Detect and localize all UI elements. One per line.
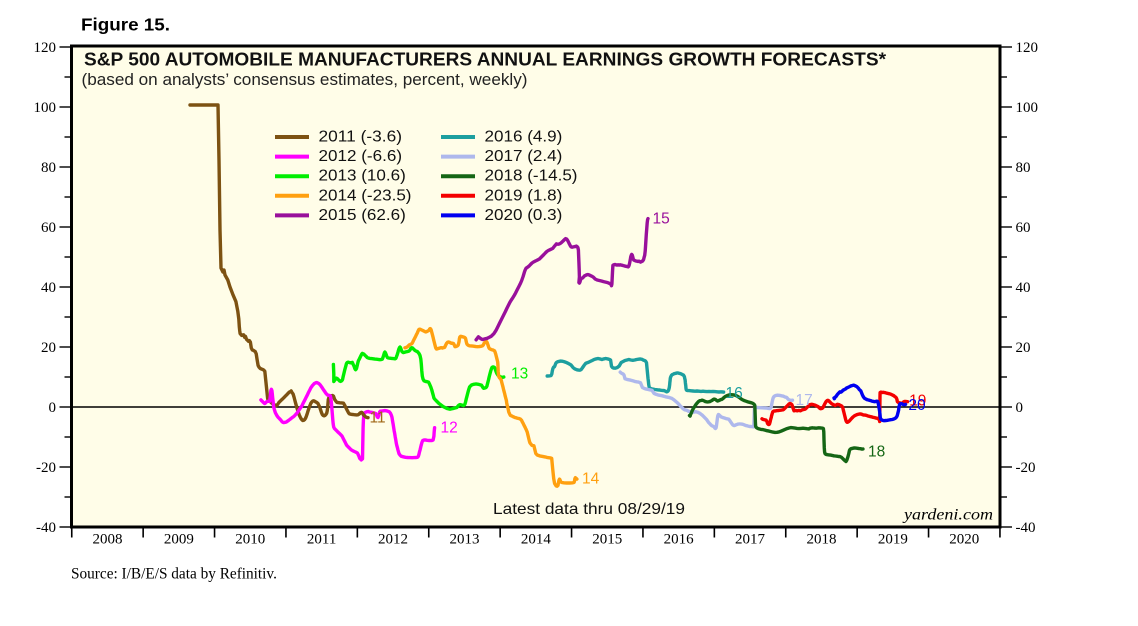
svg-text:2013: 2013 <box>449 532 479 548</box>
svg-text:2010: 2010 <box>235 532 265 548</box>
svg-text:-40: -40 <box>36 520 56 536</box>
svg-text:0: 0 <box>49 400 57 416</box>
svg-text:60: 60 <box>1016 220 1031 236</box>
svg-text:13: 13 <box>511 365 528 382</box>
svg-text:2017: 2017 <box>735 532 766 548</box>
svg-text:2018: 2018 <box>806 532 836 548</box>
svg-text:20: 20 <box>1016 340 1031 356</box>
svg-text:11: 11 <box>370 410 386 427</box>
svg-text:60: 60 <box>41 220 56 236</box>
svg-text:0: 0 <box>1016 400 1024 416</box>
svg-text:20: 20 <box>41 340 56 356</box>
svg-text:2012: 2012 <box>378 532 408 548</box>
svg-text:yardeni.com: yardeni.com <box>902 507 993 524</box>
svg-text:2013 (10.6): 2013 (10.6) <box>319 168 406 185</box>
svg-text:Latest data thru 08/29/19: Latest data thru 08/29/19 <box>493 501 685 518</box>
svg-text:Figure 15.: Figure 15. <box>81 15 170 35</box>
svg-text:-20: -20 <box>1016 460 1036 476</box>
svg-text:80: 80 <box>1016 160 1031 176</box>
svg-text:2015: 2015 <box>592 532 622 548</box>
svg-text:(based on analysts’ consensus: (based on analysts’ consensus estimates,… <box>82 71 528 89</box>
svg-text:2014: 2014 <box>521 532 552 548</box>
svg-text:120: 120 <box>1016 40 1039 56</box>
svg-text:-20: -20 <box>36 460 56 476</box>
svg-text:12: 12 <box>441 419 458 436</box>
svg-text:2017 (2.4): 2017 (2.4) <box>485 148 563 165</box>
svg-text:S&P 500 AUTOMOBILE MANUFACTURE: S&P 500 AUTOMOBILE MANUFACTURERS ANNUAL … <box>84 49 886 69</box>
svg-text:40: 40 <box>41 280 56 296</box>
svg-text:2016: 2016 <box>664 532 695 548</box>
svg-text:16: 16 <box>726 385 743 402</box>
svg-text:100: 100 <box>1016 100 1039 116</box>
svg-text:2015 (62.6): 2015 (62.6) <box>319 207 406 224</box>
svg-text:20: 20 <box>908 397 926 414</box>
svg-text:2018 (-14.5): 2018 (-14.5) <box>485 168 578 185</box>
svg-text:2020: 2020 <box>949 532 979 548</box>
svg-text:40: 40 <box>1016 280 1031 296</box>
svg-text:2020 (0.3): 2020 (0.3) <box>485 207 563 224</box>
svg-text:2014 (-23.5): 2014 (-23.5) <box>319 187 412 204</box>
svg-text:2008: 2008 <box>92 532 122 548</box>
svg-text:2011 (-3.6): 2011 (-3.6) <box>319 129 403 146</box>
svg-text:19: 19 <box>909 393 926 410</box>
svg-text:17: 17 <box>796 392 813 409</box>
svg-text:100: 100 <box>34 100 57 116</box>
svg-text:120: 120 <box>34 40 57 56</box>
svg-text:-40: -40 <box>1016 520 1036 536</box>
svg-text:Source: I/B/E/S data by Refini: Source: I/B/E/S data by Refinitiv. <box>71 566 277 583</box>
svg-text:80: 80 <box>41 160 56 176</box>
svg-text:2009: 2009 <box>164 532 194 548</box>
svg-text:15: 15 <box>653 211 670 228</box>
svg-text:2011: 2011 <box>307 532 336 548</box>
svg-text:2016 (4.9): 2016 (4.9) <box>485 129 563 146</box>
svg-text:14: 14 <box>582 470 600 487</box>
svg-text:18: 18 <box>868 444 885 461</box>
svg-text:2012 (-6.6): 2012 (-6.6) <box>319 148 403 165</box>
svg-text:2019: 2019 <box>878 532 908 548</box>
svg-text:2019 (1.8): 2019 (1.8) <box>485 187 563 204</box>
